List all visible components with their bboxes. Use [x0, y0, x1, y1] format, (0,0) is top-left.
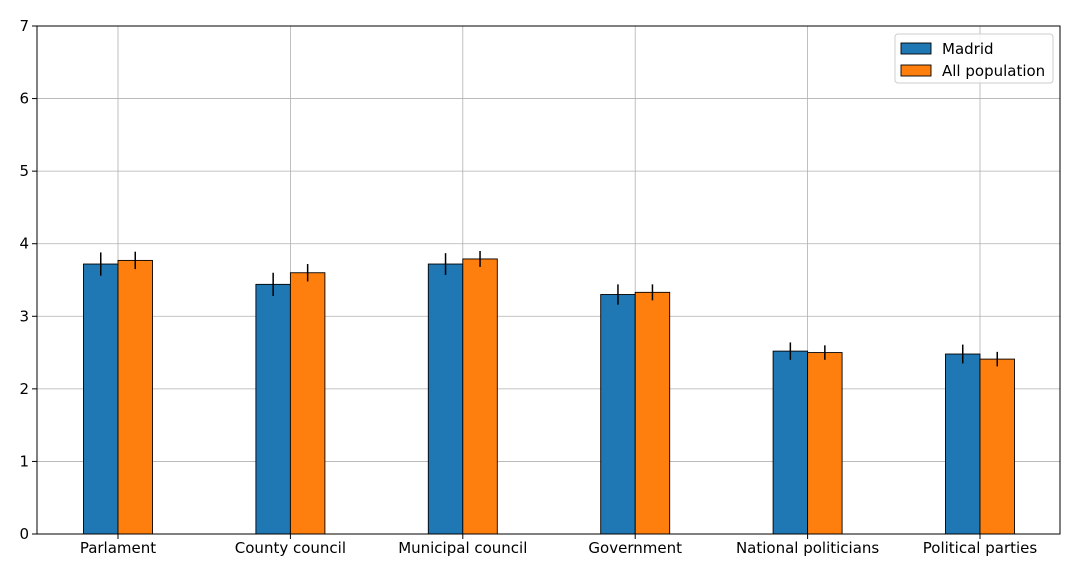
bar — [117, 259, 153, 535]
bar — [255, 283, 291, 535]
bar — [289, 272, 326, 535]
bar — [772, 350, 809, 535]
bar — [462, 258, 498, 535]
y-tick-label: 0 — [19, 525, 29, 543]
x-tick-label: Political parties — [923, 539, 1038, 557]
legend: Madrid All population — [894, 33, 1054, 84]
y-tick-label: 7 — [19, 17, 29, 35]
bar — [83, 263, 119, 535]
x-tick-label: County council — [235, 539, 346, 557]
bar — [427, 263, 464, 535]
y-tick-label: 5 — [19, 162, 29, 180]
bar — [979, 358, 1015, 535]
x-tick-label: National politicians — [736, 539, 879, 557]
legend-label: Madrid — [942, 40, 994, 58]
y-tick-label: 3 — [19, 307, 29, 325]
y-tick-label: 2 — [19, 380, 29, 398]
x-axis: Parlament County council Municipal council… — [80, 534, 1038, 557]
bar — [634, 291, 671, 535]
bar — [945, 353, 981, 535]
y-tick-label: 1 — [19, 452, 29, 470]
x-tick-label: Parlament — [80, 539, 156, 557]
plot-frame — [36, 25, 1061, 535]
y-axis: 0 1 2 3 4 5 6 7 — [19, 17, 37, 543]
error-bars — [100, 250, 998, 367]
y-tick-label: 6 — [19, 90, 29, 108]
bars — [83, 258, 1015, 535]
legend-box — [894, 33, 1054, 84]
x-tick-label: Municipal council — [398, 539, 527, 557]
bar — [600, 294, 636, 535]
y-tick-label: 4 — [19, 235, 29, 253]
legend-swatch — [900, 42, 932, 55]
legend-swatch — [900, 64, 932, 77]
bar — [807, 352, 843, 535]
x-tick-label: Government — [588, 539, 682, 557]
legend-label: All population — [942, 62, 1045, 80]
